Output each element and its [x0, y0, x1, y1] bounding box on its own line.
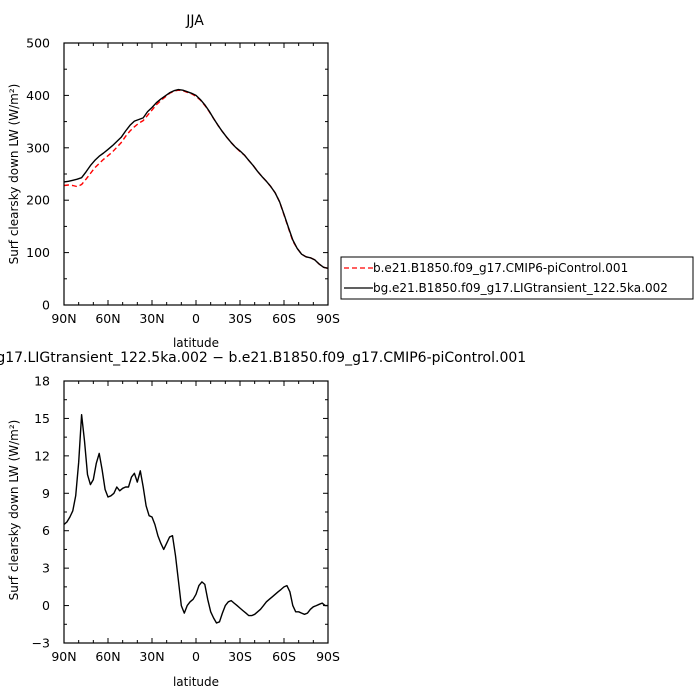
x-tick-label: 30S — [228, 311, 252, 326]
x-tick-label: 30N — [139, 311, 164, 326]
legend: b.e21.B1850.f09_g17.CMIP6-piControl.001 … — [340, 256, 694, 300]
y-tick-label: 18 — [34, 374, 50, 389]
series-line-control — [63, 89, 329, 269]
top-panel-series — [63, 88, 329, 269]
bottom-panel-frame — [63, 380, 329, 644]
x-tick-label: 60S — [272, 649, 296, 664]
series-line-ligtransient — [63, 88, 329, 269]
legend-label-ligtransient: bg.e21.B1850.f09_g17.LIGtransient_122.5k… — [373, 281, 668, 295]
y-tick-label: 400 — [26, 88, 50, 103]
series-line-difference — [63, 414, 328, 624]
x-tick-label: 0 — [192, 311, 200, 326]
y-tick-label: 12 — [34, 448, 50, 463]
y-tick-label: 0 — [42, 598, 50, 613]
x-tick-label: 90N — [51, 311, 76, 326]
top-panel-ylabel: Surf clearsky down LW (W/m²) — [7, 84, 21, 265]
y-tick-label: 300 — [26, 140, 50, 155]
y-tick-label: 3 — [42, 561, 50, 576]
x-tick-label: 90S — [316, 311, 340, 326]
top-panel-xlabel: latitude — [173, 336, 219, 350]
top-panel-ticks: 90N 60N 30N 0 30S 60S 90S 0 100 200 300 400 500 — [26, 36, 340, 327]
top-panel-frame — [63, 42, 329, 306]
bottom-panel: bg.e21.B1850.f09_g17.LIGtransient_122.5k… — [0, 350, 526, 689]
top-panel-title: JJA — [185, 13, 204, 29]
y-tick-label: 9 — [42, 486, 50, 501]
legend-box — [340, 256, 694, 300]
y-tick-label: 500 — [26, 36, 50, 51]
bottom-panel-xlabel: latitude — [173, 675, 219, 689]
bottom-panel-series — [63, 414, 328, 624]
bottom-panel-ylabel: Surf clearsky down LW (W/m²) — [7, 420, 21, 601]
y-tick-label: 15 — [34, 411, 50, 426]
y-tick-label: 6 — [42, 523, 50, 538]
x-tick-label: 60N — [95, 649, 120, 664]
y-tick-label: −3 — [32, 636, 50, 651]
x-tick-label: 90N — [51, 649, 76, 664]
x-tick-label: 60N — [95, 311, 120, 326]
top-panel: JJA Surf clearsky down LW (W/m²) latitud… — [7, 13, 340, 350]
bottom-panel-title: bg.e21.B1850.f09_g17.LIGtransient_122.5k… — [0, 350, 526, 366]
x-tick-label: 60S — [272, 311, 296, 326]
x-tick-label: 0 — [192, 649, 200, 664]
x-tick-label: 30S — [228, 649, 252, 664]
x-tick-label: 90S — [316, 649, 340, 664]
y-tick-label: 100 — [26, 245, 50, 260]
y-tick-label: 200 — [26, 193, 50, 208]
y-tick-label: 0 — [42, 298, 50, 313]
x-tick-label: 30N — [139, 649, 164, 664]
legend-label-control: b.e21.B1850.f09_g17.CMIP6-piControl.001 — [373, 261, 628, 275]
bottom-panel-ticks: 90N 60N 30N 0 30S 60S 90S −3 0 3 6 9 12 15 18 — [32, 374, 340, 665]
